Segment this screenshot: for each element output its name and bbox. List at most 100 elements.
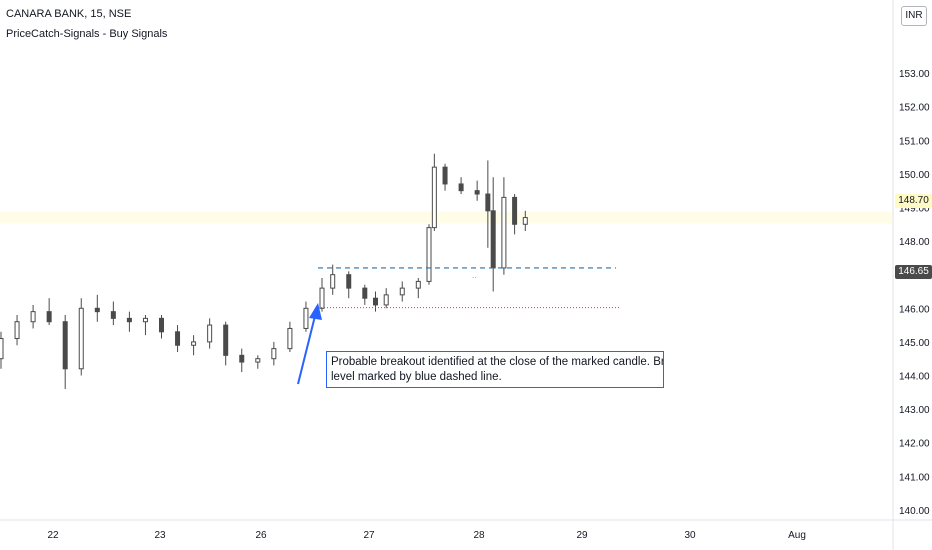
x-tick-label: 28: [473, 530, 485, 541]
candle: [512, 194, 518, 235]
price-axis[interactable]: 140.00 141.00 142.00 143.00 144.00 145.00 146.…: [899, 69, 930, 517]
y-tick-label: 145.00: [899, 338, 930, 349]
last-price-tag: 146.65: [895, 265, 932, 279]
candle: [426, 224, 432, 285]
highlight-price-tag: 148.70: [895, 194, 932, 208]
candle: [142, 315, 148, 336]
candle-body: [78, 307, 84, 370]
candle: [522, 210, 528, 231]
candle: [78, 298, 84, 376]
indicator-label[interactable]: PriceCatch-Signals - Buy Signals: [6, 28, 168, 40]
candle-body: [255, 358, 261, 363]
candle-body: [207, 324, 213, 343]
x-tick-label: 29: [576, 530, 588, 541]
candle: [303, 301, 309, 332]
time-axis[interactable]: 22 23 26 27 28 29 30 Aug: [47, 530, 805, 541]
candle-body: [373, 297, 378, 306]
candle-body: [512, 196, 518, 225]
candle-body: [239, 354, 245, 363]
candle-body: [191, 341, 197, 346]
x-tick-label: Aug: [788, 530, 806, 541]
candles-layer: [0, 153, 528, 389]
y-tick-label: 142.00: [899, 439, 930, 450]
candle-body: [330, 274, 336, 289]
candle: [94, 294, 100, 322]
y-tick-label: 149.00: [899, 203, 930, 214]
candle: [110, 301, 116, 326]
y-tick-label: 150.00: [899, 170, 930, 181]
y-tick-label: 140.00: [899, 506, 930, 517]
candle: [362, 284, 368, 305]
candle-body: [319, 287, 325, 309]
candle: [431, 153, 437, 231]
y-tick-label: 153.00: [899, 69, 930, 80]
annotation-line-2: level marked by blue dashed line.: [331, 371, 502, 383]
candle-body: [46, 311, 52, 323]
candle-body: [110, 311, 116, 319]
signal-arrow: [297, 303, 322, 385]
candle: [501, 177, 507, 275]
candle: [126, 311, 132, 332]
candle-body: [399, 287, 405, 296]
candle: [330, 264, 336, 295]
candle: [287, 321, 293, 352]
candle: [399, 281, 405, 302]
candle-body: [62, 321, 68, 370]
candle-body: [223, 324, 229, 356]
candle-body: [490, 210, 496, 269]
currency-selector[interactable]: INR: [901, 6, 927, 26]
candle-body: [30, 311, 36, 323]
candle: [46, 298, 52, 326]
candle-body: [485, 193, 491, 212]
y-tick-label: 151.00: [899, 136, 930, 147]
candle-body: [175, 331, 181, 346]
candle-body: [383, 294, 389, 306]
candle: [485, 160, 491, 248]
candle: [62, 315, 68, 389]
candle-body: [442, 166, 448, 185]
candle: [373, 291, 378, 312]
chart-title: CANARA BANK, 15, NSE: [6, 8, 132, 20]
annotation-callout: Probable breakout identified at the clos…: [326, 351, 664, 388]
y-tick-label: 146.00: [899, 304, 930, 315]
y-tick-label: 148.00: [899, 237, 930, 248]
candle-body: [126, 317, 132, 323]
candle-body: [14, 321, 20, 340]
candle: [223, 321, 229, 366]
candle: [191, 335, 197, 356]
candle: [239, 348, 245, 373]
candle: [175, 325, 181, 352]
candle: [442, 163, 448, 191]
x-tick-label: 23: [154, 530, 166, 541]
x-tick-label: 27: [363, 530, 375, 541]
candle: [490, 177, 496, 292]
y-tick-label: 141.00: [899, 472, 930, 483]
candle: [458, 177, 464, 195]
candle-body: [362, 287, 368, 299]
y-tick-label: 152.00: [899, 103, 930, 114]
candle-body: [94, 307, 100, 313]
candle: [346, 271, 352, 299]
candle: [0, 331, 4, 369]
candle: [30, 304, 36, 329]
candle-body: [431, 166, 437, 229]
annotation-line-1: Probable breakout identified at the clos…: [331, 356, 664, 368]
candle: [383, 288, 389, 309]
arrow-shaft: [297, 315, 316, 385]
candle: [415, 278, 421, 299]
highlight-band: [0, 211, 893, 224]
x-tick-label: 22: [47, 530, 59, 541]
candle: [14, 315, 20, 346]
x-tick-label: 30: [684, 530, 696, 541]
candle-body: [426, 227, 432, 282]
candle-body: [346, 274, 352, 289]
candle-body: [159, 317, 164, 333]
candle-body: [458, 183, 464, 192]
candle: [319, 278, 325, 312]
candle-body: [287, 327, 293, 350]
candle: [271, 341, 277, 366]
candle-body: [501, 196, 507, 269]
candle-body: [415, 280, 421, 289]
